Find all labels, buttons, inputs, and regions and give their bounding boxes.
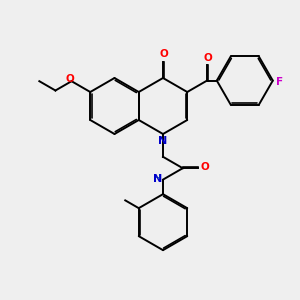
Text: O: O	[65, 74, 74, 83]
Text: O: O	[201, 162, 209, 172]
Text: O: O	[159, 49, 168, 59]
Text: N: N	[153, 174, 162, 184]
Text: F: F	[276, 77, 284, 87]
Text: H: H	[153, 174, 159, 183]
Text: O: O	[203, 52, 212, 63]
Text: N: N	[158, 136, 168, 146]
